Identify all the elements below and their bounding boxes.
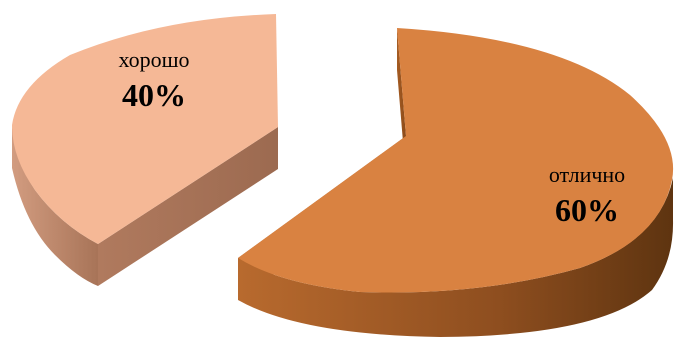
slice-value-label-khorosho: 40% xyxy=(122,77,186,113)
slice-category-label-otlichno: отлично xyxy=(549,162,625,187)
pie-slice-otlichno xyxy=(238,28,674,337)
pie-slice-khorosho-wall xyxy=(98,127,278,286)
pie-slice-khorosho xyxy=(12,14,278,286)
pie-slice-khorosho-side xyxy=(12,125,98,286)
slice-value-label-otlichno: 60% xyxy=(555,192,619,228)
pie-slice-otlichno-top xyxy=(238,28,674,293)
pie-slice-khorosho-top xyxy=(12,14,278,244)
pie-slice-otlichno-side xyxy=(238,178,674,337)
slice-category-label-khorosho: хорошо xyxy=(118,47,189,72)
